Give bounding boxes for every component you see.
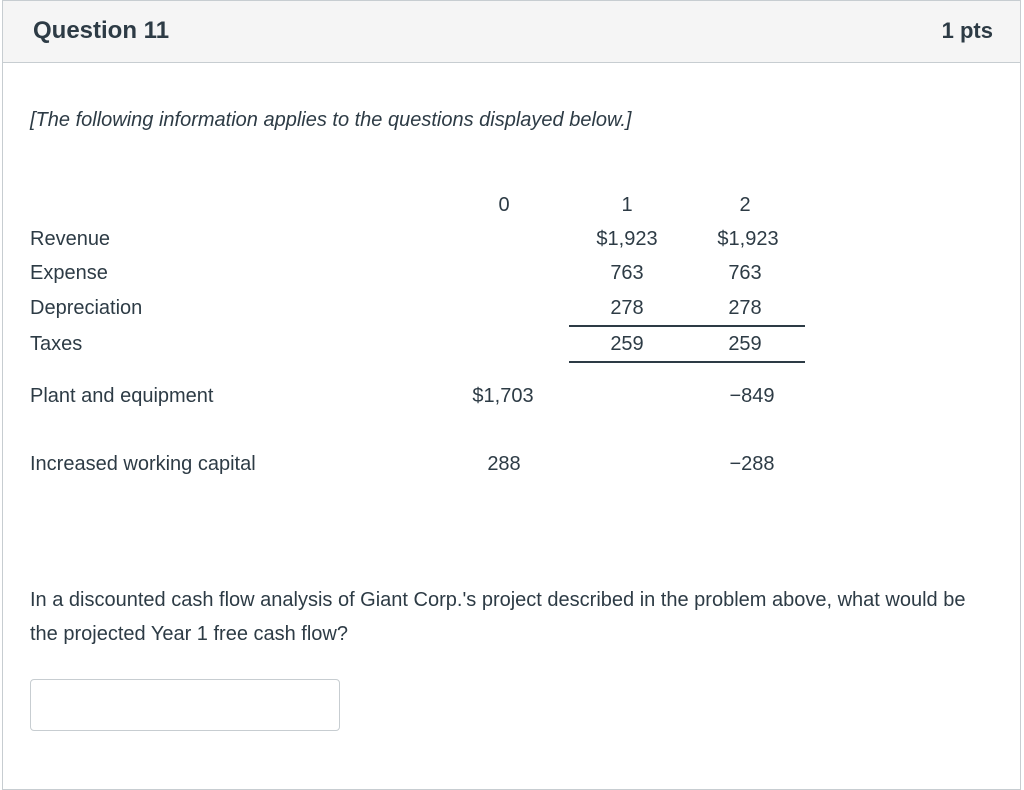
column-header-year-1: 1 [621, 194, 633, 216]
question-points: 1 pts [941, 18, 993, 43]
row-label-expense: Expense [30, 262, 108, 284]
taxes-year-1: 259 [610, 333, 644, 355]
taxes-year-2: 259 [728, 333, 762, 355]
question-title: Question 11 [33, 17, 170, 44]
row-label-revenue: Revenue [30, 228, 111, 250]
expense-year-1: 763 [610, 262, 644, 284]
total-rule [569, 361, 805, 363]
question-text: In a discounted cash flow analysis of Gi… [30, 589, 966, 645]
column-header-year-0: 0 [498, 194, 510, 216]
plant-equipment-year-0: $1,703 [472, 385, 534, 407]
question-header: Question 11 1 pts [3, 1, 1020, 63]
row-label-depreciation: Depreciation [30, 297, 143, 319]
answer-input[interactable] [30, 679, 340, 731]
row-label-plant-and-equipment: Plant and equipment [30, 385, 214, 407]
row-label-taxes: Taxes [30, 333, 83, 355]
row-label-working-capital: Increased working capital [30, 453, 256, 475]
plant-equipment-year-2: −849 [729, 385, 775, 407]
column-header-year-2: 2 [739, 194, 751, 216]
revenue-year-1: $1,923 [596, 228, 658, 250]
depreciation-year-2: 278 [728, 297, 762, 319]
working-capital-year-0: 288 [487, 453, 521, 475]
subtotal-rule [569, 325, 805, 327]
expense-year-2: 763 [728, 262, 762, 284]
working-capital-year-2: −288 [729, 453, 775, 475]
depreciation-year-1: 278 [610, 297, 644, 319]
intro-text: [The following information applies to th… [30, 109, 632, 131]
revenue-year-2: $1,923 [717, 228, 779, 250]
